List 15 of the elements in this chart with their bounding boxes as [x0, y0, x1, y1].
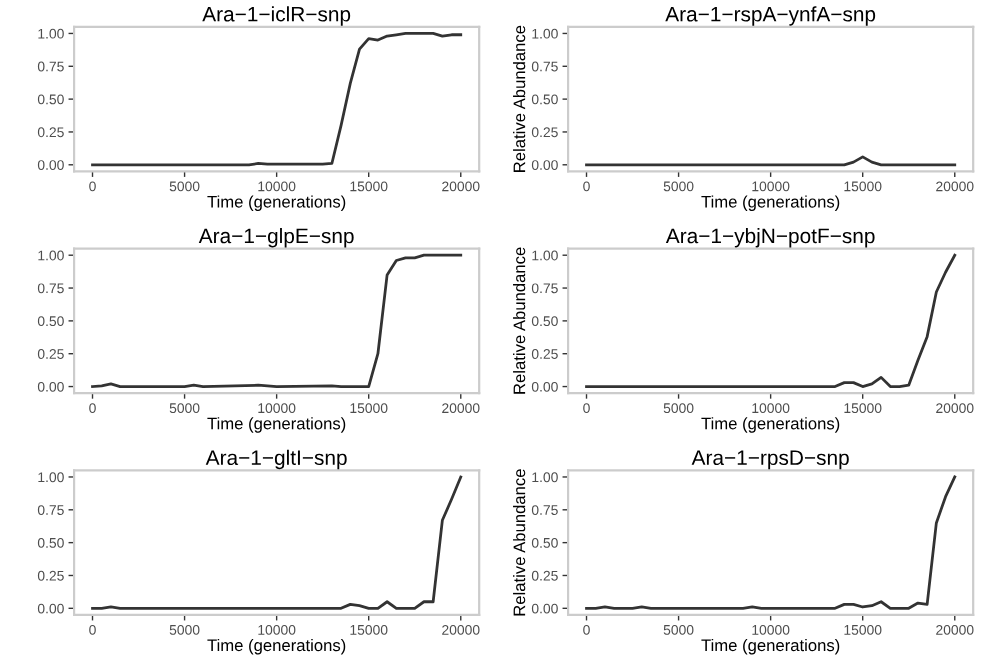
chart-title: Ara−1−glpE−snp — [198, 227, 354, 248]
y-axis-title: Relative Abundance — [513, 25, 526, 172]
x-axis-title: Time (generations) — [701, 417, 840, 433]
y-axis-title: Relative Abundance — [513, 247, 526, 394]
x-axis-title: Time (generations) — [701, 195, 840, 211]
x-axis-title: Time (generations) — [701, 638, 840, 655]
chart-title: Ara−1−ybjN−potF−snp — [665, 227, 875, 248]
x-axis-title: Time (generations) — [207, 417, 346, 433]
chart-title: Ara−1−rpsD−snp — [691, 450, 849, 470]
chart-title: Ara−1−gltI−snp — [205, 449, 347, 470]
x-axis-title: Time (generations) — [207, 638, 346, 655]
y-axis-title: Relative Abundance — [513, 469, 526, 616]
x-axis-title: Time (generations) — [207, 195, 346, 211]
chart-title: Ara−1−rspA−ynfA−snp — [665, 6, 876, 26]
chart-title: Ara−1−iclR−snp — [202, 6, 351, 26]
